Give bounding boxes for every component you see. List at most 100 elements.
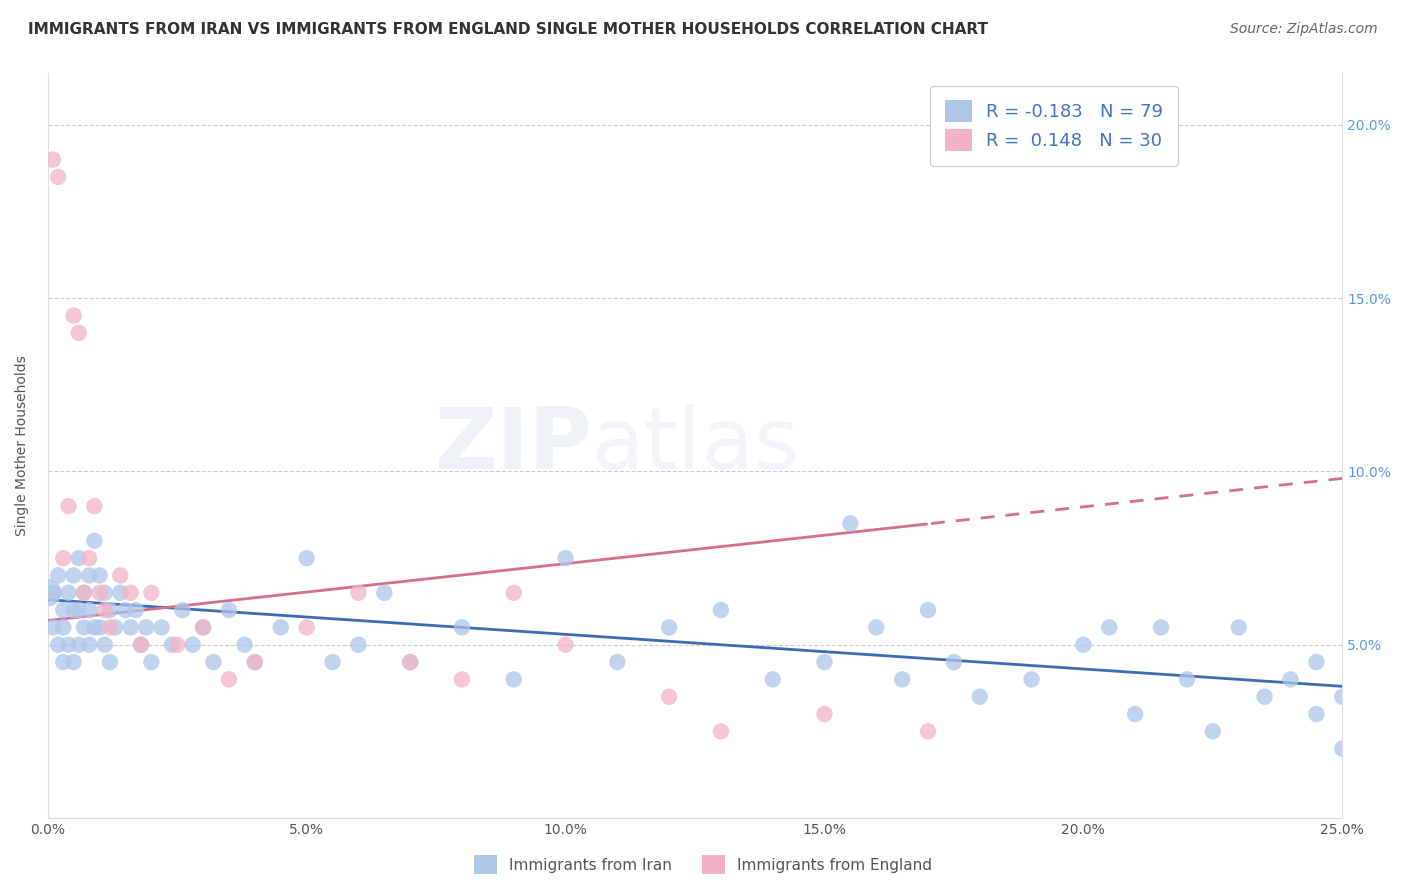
Point xyxy=(917,603,939,617)
Point xyxy=(52,551,75,566)
Point xyxy=(917,724,939,739)
Point xyxy=(399,655,422,669)
Point xyxy=(104,620,127,634)
Point xyxy=(658,620,681,634)
Point xyxy=(865,620,887,634)
Point xyxy=(73,586,96,600)
Point xyxy=(202,655,225,669)
Point xyxy=(658,690,681,704)
Point xyxy=(1279,673,1302,687)
Point xyxy=(191,620,214,634)
Point xyxy=(37,586,59,600)
Point xyxy=(42,620,65,634)
Point xyxy=(46,568,69,582)
Text: IMMIGRANTS FROM IRAN VS IMMIGRANTS FROM ENGLAND SINGLE MOTHER HOUSEHOLDS CORRELA: IMMIGRANTS FROM IRAN VS IMMIGRANTS FROM … xyxy=(28,22,988,37)
Point xyxy=(46,169,69,184)
Point xyxy=(1202,724,1225,739)
Text: atlas: atlas xyxy=(592,404,800,487)
Point xyxy=(1073,638,1095,652)
Point xyxy=(233,638,256,652)
Point xyxy=(606,655,628,669)
Point xyxy=(62,603,84,617)
Point xyxy=(141,586,163,600)
Point xyxy=(46,638,69,652)
Point xyxy=(67,326,90,340)
Point xyxy=(1305,655,1327,669)
Point xyxy=(1227,620,1250,634)
Point xyxy=(77,568,100,582)
Point xyxy=(710,603,733,617)
Point xyxy=(160,638,183,652)
Point xyxy=(120,586,142,600)
Point xyxy=(347,586,370,600)
Point xyxy=(98,603,121,617)
Point xyxy=(77,638,100,652)
Point xyxy=(120,620,142,634)
Point xyxy=(150,620,173,634)
Point xyxy=(52,603,75,617)
Point xyxy=(89,620,111,634)
Point xyxy=(181,638,204,652)
Point xyxy=(813,706,835,721)
Point xyxy=(373,586,395,600)
Point xyxy=(93,586,115,600)
Point xyxy=(129,638,152,652)
Point xyxy=(135,620,157,634)
Legend: R = -0.183   N = 79, R =  0.148   N = 30: R = -0.183 N = 79, R = 0.148 N = 30 xyxy=(931,86,1178,166)
Point xyxy=(891,673,914,687)
Point xyxy=(62,655,84,669)
Point xyxy=(1123,706,1146,721)
Point xyxy=(1098,620,1121,634)
Point xyxy=(1331,690,1354,704)
Point xyxy=(295,620,318,634)
Point xyxy=(129,638,152,652)
Point xyxy=(710,724,733,739)
Point xyxy=(322,655,344,669)
Point xyxy=(502,673,524,687)
Point xyxy=(969,690,991,704)
Point xyxy=(42,153,65,167)
Point xyxy=(1021,673,1043,687)
Legend: Immigrants from Iran, Immigrants from England: Immigrants from Iran, Immigrants from En… xyxy=(468,849,938,880)
Text: ZIP: ZIP xyxy=(433,404,592,487)
Point xyxy=(554,638,576,652)
Point xyxy=(114,603,136,617)
Point xyxy=(83,499,105,513)
Point xyxy=(762,673,785,687)
Point xyxy=(58,586,80,600)
Point xyxy=(98,655,121,669)
Point xyxy=(813,655,835,669)
Point xyxy=(58,638,80,652)
Point xyxy=(451,673,474,687)
Point xyxy=(67,638,90,652)
Point xyxy=(42,586,65,600)
Point xyxy=(347,638,370,652)
Point xyxy=(942,655,965,669)
Point xyxy=(191,620,214,634)
Point xyxy=(52,655,75,669)
Point xyxy=(243,655,266,669)
Point xyxy=(1175,673,1198,687)
Point xyxy=(62,568,84,582)
Point xyxy=(67,603,90,617)
Point xyxy=(1305,706,1327,721)
Point xyxy=(399,655,422,669)
Point xyxy=(1253,690,1275,704)
Point xyxy=(73,586,96,600)
Text: Source: ZipAtlas.com: Source: ZipAtlas.com xyxy=(1230,22,1378,37)
Point xyxy=(295,551,318,566)
Point xyxy=(554,551,576,566)
Point xyxy=(77,551,100,566)
Point xyxy=(125,603,148,617)
Point xyxy=(839,516,862,531)
Point xyxy=(52,620,75,634)
Point xyxy=(172,603,194,617)
Point xyxy=(89,568,111,582)
Point xyxy=(1331,741,1354,756)
Point xyxy=(58,499,80,513)
Point xyxy=(451,620,474,634)
Point xyxy=(243,655,266,669)
Point xyxy=(67,551,90,566)
Point xyxy=(73,620,96,634)
Point xyxy=(270,620,292,634)
